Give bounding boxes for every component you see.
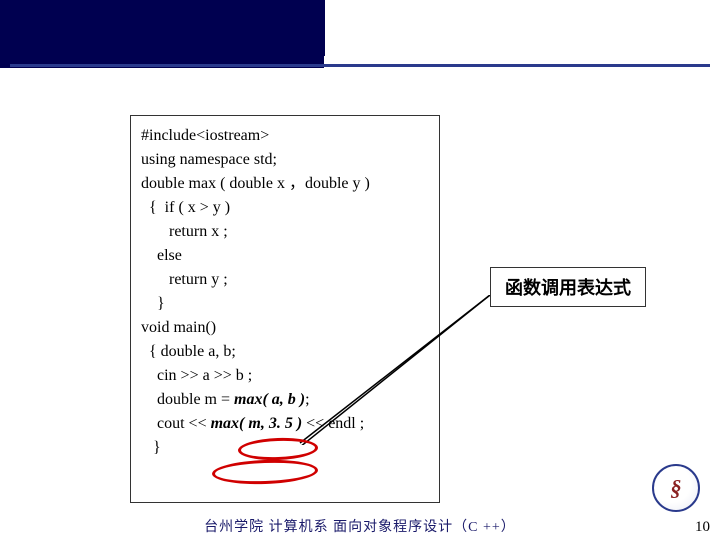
code-line: double max ( double x ，double y ) bbox=[141, 172, 429, 196]
header-underline bbox=[10, 64, 710, 67]
code-line: void main() bbox=[141, 316, 429, 340]
code-line: { if ( x > y ) bbox=[141, 196, 429, 220]
institution-logo: § bbox=[652, 464, 700, 512]
code-line: } bbox=[141, 292, 429, 316]
code-line: #include<iostream> bbox=[141, 124, 429, 148]
page-number: 10 bbox=[695, 519, 710, 536]
code-line: { double a, b; bbox=[141, 340, 429, 364]
callout-label: 函数调用表达式 bbox=[490, 267, 646, 307]
code-line: cin >> a >> b ; bbox=[141, 364, 429, 388]
highlight-call-1: max( a, b ) bbox=[234, 391, 305, 408]
code-line: double m = max( a, b ); bbox=[141, 388, 429, 412]
highlight-call-2: max( m, 3. 5 ) bbox=[211, 415, 303, 432]
footer-text: 台州学院 计算机系 面向对象程序设计（C ++） bbox=[204, 516, 516, 536]
slide-header bbox=[0, 0, 720, 68]
logo-glyph: § bbox=[671, 475, 682, 501]
code-line: return x ; bbox=[141, 220, 429, 244]
header-navy-block bbox=[0, 0, 325, 56]
logo-ring: § bbox=[652, 464, 700, 512]
code-line: return y ; bbox=[141, 268, 429, 292]
code-line: else bbox=[141, 244, 429, 268]
code-line: cout << max( m, 3. 5 ) << endl ; bbox=[141, 412, 429, 436]
code-line: using namespace std; bbox=[141, 148, 429, 172]
